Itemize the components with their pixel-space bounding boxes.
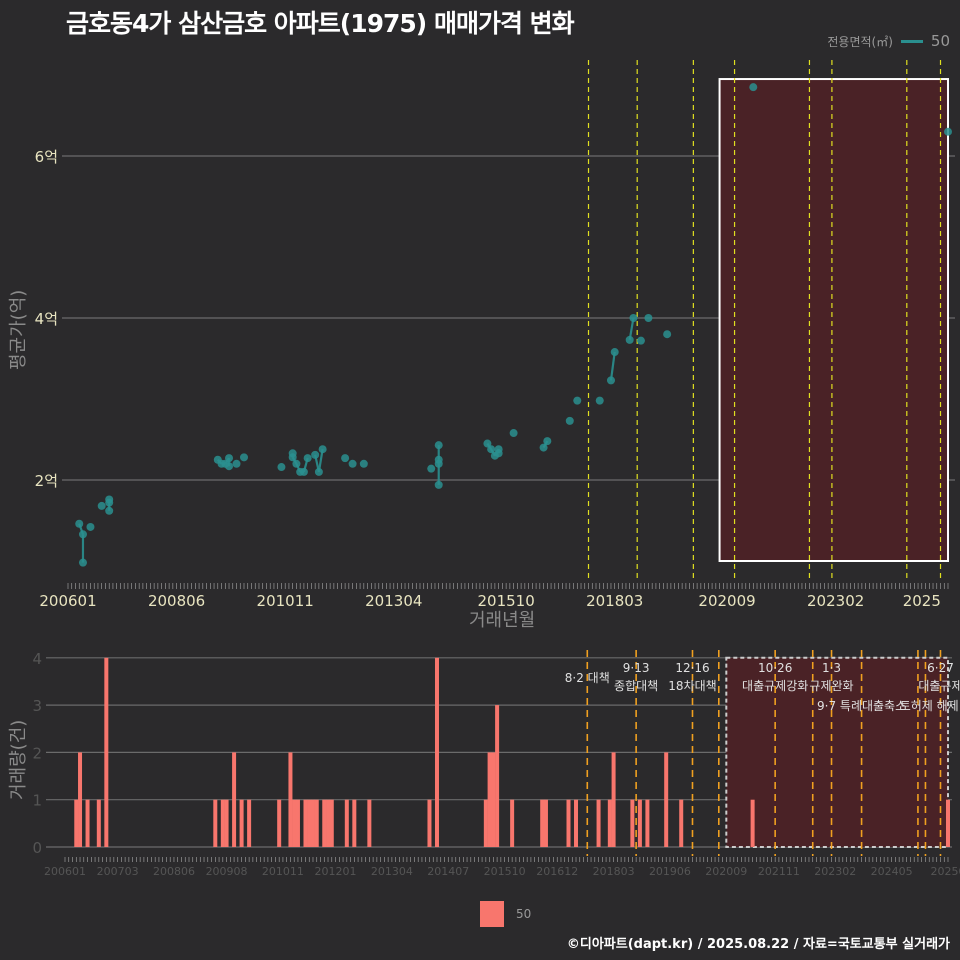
svg-text:1: 1 [32,792,42,810]
svg-text:201906: 201906 [649,865,691,878]
svg-text:202111: 202111 [758,865,800,878]
svg-text:8·2 대책: 8·2 대책 [565,670,610,685]
svg-text:2: 2 [32,744,42,762]
svg-text:4: 4 [32,650,42,668]
svg-text:200806: 200806 [148,592,205,610]
svg-text:201201: 201201 [315,865,357,878]
svg-text:200703: 200703 [97,865,139,878]
svg-text:규제완화: 규제완화 [809,679,853,693]
svg-text:3: 3 [32,697,42,715]
svg-text:201011: 201011 [257,592,314,610]
svg-text:4억: 4억 [35,310,58,328]
svg-text:202405: 202405 [871,865,913,878]
svg-text:9·7 특례대출축소: 9·7 특례대출축소 [817,699,906,713]
svg-text:200908: 200908 [206,865,248,878]
svg-text:202009: 202009 [705,865,747,878]
svg-text:6·27: 6·27 [927,661,954,675]
svg-text:0: 0 [32,839,42,857]
legend-label: 전용면적(㎡) [827,34,893,49]
svg-text:200601: 200601 [44,865,86,878]
svg-text:10·26: 10·26 [758,661,792,675]
svg-text:201803: 201803 [593,865,635,878]
svg-text:201407: 201407 [427,865,469,878]
legend-value: 50 [930,32,950,50]
svg-text:200601: 200601 [39,592,96,610]
svg-text:201304: 201304 [365,592,422,610]
svg-text:종합대책: 종합대책 [614,678,658,693]
chart-title: 금호동4가 삼산금호 아파트(1975) 매매가격 변화 [66,9,575,38]
legend-area: 전용면적(㎡) 50 [827,32,950,50]
svg-text:2억: 2억 [35,472,58,490]
legend-line-icon [900,39,923,43]
svg-text:202009: 202009 [698,592,755,610]
svg-text:201510: 201510 [484,865,526,878]
svg-text:9·13: 9·13 [623,661,650,675]
svg-text:202302: 202302 [807,592,864,610]
svg-text:201803: 201803 [586,592,643,610]
svg-text:토허제 해제: 토허제 해제 [900,699,959,713]
svg-text:6억: 6억 [35,148,58,166]
svg-text:202302: 202302 [814,865,856,878]
x-axis-title-top: 거래년월 [469,610,536,631]
svg-text:18차대책: 18차대책 [668,678,716,693]
legend-bottom: 50 [480,901,531,927]
svg-text:대출규제강화: 대출규제강화 [742,679,808,693]
svg-text:201011: 201011 [262,865,304,878]
footer-credit: ©디아파트(dapt.kr) / 2025.08.22 / 자료=국토교통부 실… [566,937,950,952]
svg-text:200806: 200806 [153,865,195,878]
y-axis-title-bottom: 거래량(건) [8,719,29,800]
svg-text:2025: 2025 [903,592,941,610]
legend-swatch-icon [480,901,504,927]
svg-text:1·3: 1·3 [822,661,841,675]
svg-text:201510: 201510 [477,592,534,610]
svg-text:201612: 201612 [536,865,578,878]
svg-text:201304: 201304 [371,865,413,878]
svg-text:대출규제: 대출규제 [918,679,960,693]
y-axis-title-top: 평균가(억) [8,289,29,370]
legend-bottom-value: 50 [516,907,532,921]
svg-text:12·16: 12·16 [675,661,709,675]
